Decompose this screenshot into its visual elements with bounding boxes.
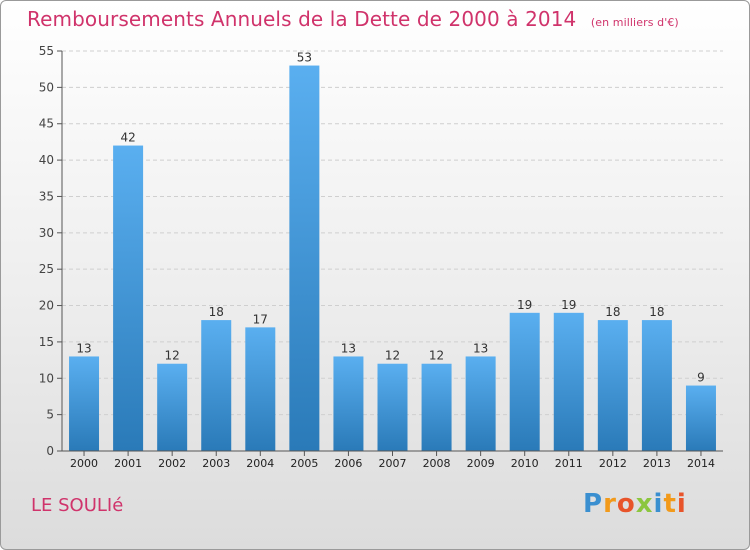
bar: [597, 320, 628, 451]
x-tick-label: 2004: [246, 457, 274, 470]
data-label: 13: [341, 341, 356, 355]
data-label: 18: [605, 305, 620, 319]
x-tick-label: 2002: [158, 457, 186, 470]
y-tick-label: 0: [46, 444, 54, 458]
x-tick-label: 2005: [290, 457, 318, 470]
bar: [421, 363, 452, 451]
y-tick-label: 45: [39, 117, 54, 131]
data-label: 13: [76, 341, 91, 355]
data-label: 19: [517, 298, 532, 312]
data-label: 18: [209, 305, 224, 319]
bar: [509, 312, 540, 451]
data-label: 9: [697, 371, 705, 385]
x-tick-label: 2001: [114, 457, 142, 470]
x-tick-label: 2009: [467, 457, 495, 470]
y-tick-label: 5: [46, 408, 54, 422]
x-tick-label: 2012: [599, 457, 627, 470]
bar: [553, 312, 584, 451]
data-label: 13: [473, 341, 488, 355]
bar: [333, 356, 364, 451]
bar: [685, 385, 716, 451]
data-label: 17: [253, 312, 268, 326]
proxiti-logo: Proxiti: [583, 489, 687, 519]
y-tick-label: 50: [39, 80, 54, 94]
bar: [113, 145, 144, 451]
x-tick-label: 2003: [202, 457, 230, 470]
data-label: 18: [649, 305, 664, 319]
labels: 13 42 12 18 17 53 13 12 12 13 19 19 18 18 9: [76, 51, 704, 385]
y-tick-label: 40: [39, 153, 54, 167]
y-tick-label: 15: [39, 335, 54, 349]
brand-letter: r: [603, 489, 617, 519]
y-tick-label: 55: [39, 44, 54, 58]
data-label: 12: [165, 349, 180, 363]
x-tick-label: 2013: [643, 457, 671, 470]
y-tick-label: 35: [39, 189, 54, 203]
commune-name: LE SOULIé: [31, 495, 124, 516]
data-label: 53: [297, 51, 312, 65]
y-tick-label: 20: [39, 299, 54, 313]
bar: [465, 356, 496, 451]
x-tick-label: 2000: [70, 457, 98, 470]
chart-title-text: Remboursements Annuels de la Dette de 20…: [27, 7, 577, 31]
data-label: 12: [385, 349, 400, 363]
bar: [289, 65, 320, 451]
y-tick-label: 30: [39, 226, 54, 240]
bar: [157, 363, 188, 451]
data-label: 42: [120, 131, 135, 145]
x-tick-label: 2008: [423, 457, 451, 470]
brand-letter: t: [663, 489, 677, 519]
x-tick-label: 2011: [555, 457, 583, 470]
bars: [69, 65, 716, 451]
chart-subtitle: (en milliers d'€): [590, 16, 679, 29]
brand-letter: x: [635, 489, 654, 519]
axes: 0 5 10 15 20 25 30 35 40 45 50 55 2000 2001 2002 2003 20…: [39, 44, 723, 470]
bar: [245, 327, 276, 451]
bar: [377, 363, 408, 451]
x-tick-label: 2007: [379, 457, 407, 470]
brand-letter: i: [653, 489, 664, 519]
brand-letter: i: [676, 489, 687, 519]
x-tick-label: 2014: [687, 457, 715, 470]
y-tick-label: 25: [39, 262, 54, 276]
y-tick-label: 10: [39, 371, 54, 385]
bar: [201, 320, 232, 451]
bar: [69, 356, 100, 451]
bar: [641, 320, 672, 451]
data-label: 19: [561, 298, 576, 312]
data-label: 12: [429, 349, 444, 363]
brand-letter: P: [583, 489, 604, 519]
brand-letter: o: [616, 489, 636, 519]
x-tick-label: 2006: [334, 457, 362, 470]
x-tick-label: 2010: [511, 457, 539, 470]
chart-title: Remboursements Annuels de la Dette de 20…: [27, 7, 679, 31]
